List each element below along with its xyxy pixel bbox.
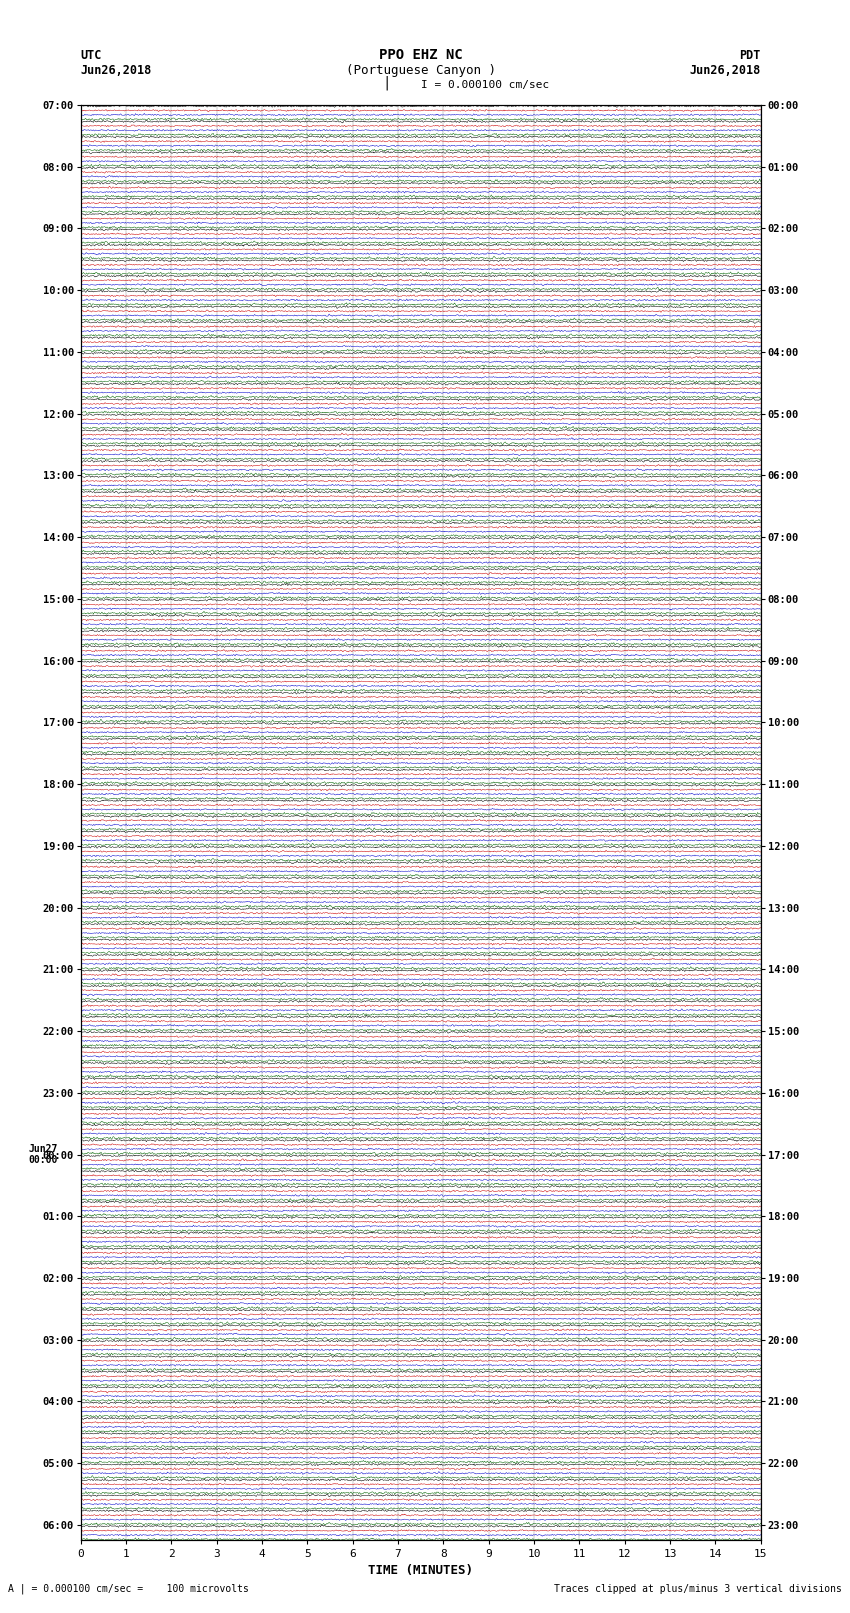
Text: (Portuguese Canyon ): (Portuguese Canyon ) (346, 65, 496, 77)
Text: PDT: PDT (740, 48, 761, 63)
Text: Jun26,2018: Jun26,2018 (689, 65, 761, 77)
Text: PPO EHZ NC: PPO EHZ NC (379, 48, 462, 63)
Text: |: | (382, 76, 391, 90)
Text: Jun27
00:00: Jun27 00:00 (29, 1144, 58, 1165)
Text: UTC: UTC (81, 48, 102, 63)
Text: Traces clipped at plus/minus 3 vertical divisions: Traces clipped at plus/minus 3 vertical … (553, 1584, 842, 1594)
Text: A | = 0.000100 cm/sec =    100 microvolts: A | = 0.000100 cm/sec = 100 microvolts (8, 1582, 249, 1594)
Text: Jun26,2018: Jun26,2018 (81, 65, 152, 77)
X-axis label: TIME (MINUTES): TIME (MINUTES) (368, 1563, 473, 1576)
Text: I = 0.000100 cm/sec: I = 0.000100 cm/sec (421, 81, 549, 90)
